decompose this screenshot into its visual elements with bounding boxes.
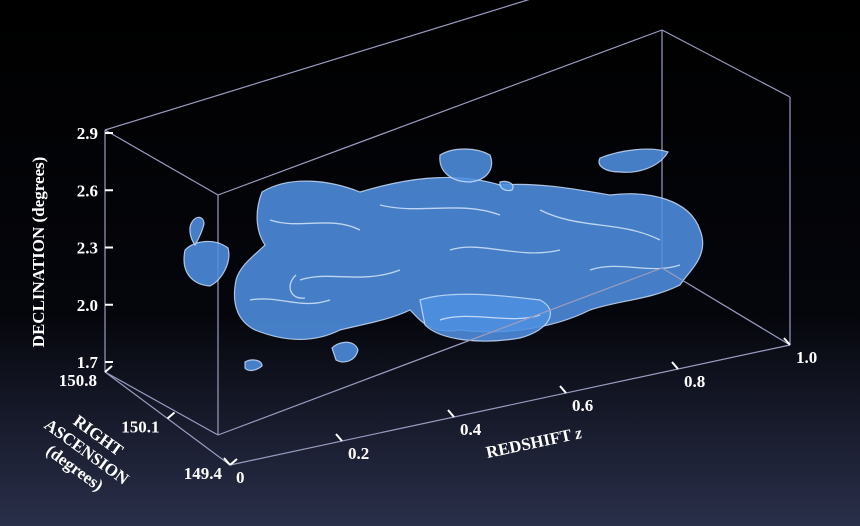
ra-tick-label: 150.1 xyxy=(121,418,159,437)
page: {"axes": { "declination": {"label": "DEC… xyxy=(0,0,860,526)
declination-tick-label: 2.3 xyxy=(77,239,98,258)
declination-label: DECLINATION (degrees) xyxy=(29,157,48,348)
declination-tick-label: 2.9 xyxy=(77,124,98,143)
ra-tick-label: 149.4 xyxy=(184,464,223,483)
redshift-tick-label: 0.4 xyxy=(460,420,482,439)
redshift-tick-label: 0.8 xyxy=(684,372,705,391)
redshift-tick-label: 0.6 xyxy=(572,396,593,415)
ra-tick-label: 150.8 xyxy=(59,371,97,390)
declination-tick-label: 2.6 xyxy=(77,181,98,200)
declination-tick-label: 2.0 xyxy=(77,296,98,315)
declination-tick-label: 1.7 xyxy=(77,353,99,372)
redshift-tick-label: 0.2 xyxy=(348,444,369,463)
redshift-tick-label: 0 xyxy=(236,468,245,487)
redshift-tick-label: 1.0 xyxy=(796,348,817,367)
figure: DECLINATION (degrees) RIGHT ASCENSION (d… xyxy=(0,0,860,526)
